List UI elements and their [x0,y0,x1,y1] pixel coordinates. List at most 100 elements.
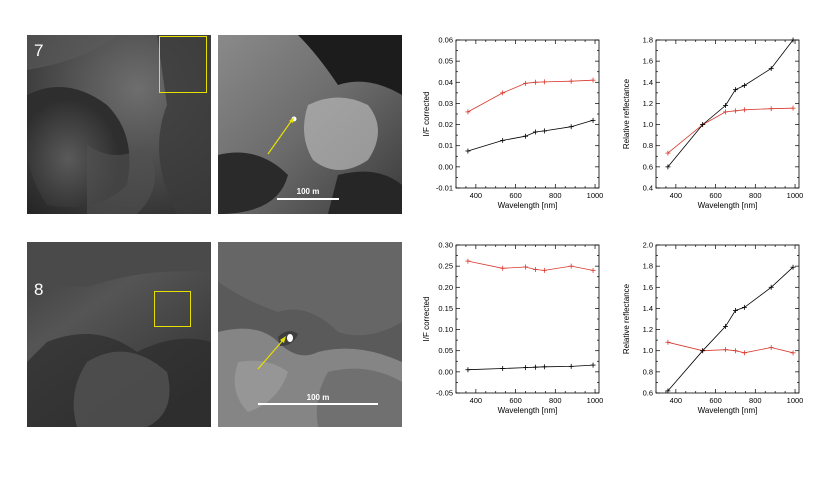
data-point [741,107,747,113]
data-point [732,108,738,114]
y-tick-label: 0.25 [438,262,453,271]
data-point [500,90,506,96]
scale-bar-label-7: 100 m [296,187,320,196]
y-tick-label: 0.02 [438,120,453,129]
data-point [532,267,538,273]
data-point [723,103,729,109]
x-axis-label: Wavelength [nm] [498,201,558,210]
x-tick-label: 400 [670,396,683,405]
data-point [465,258,471,264]
series-line-2 [667,39,794,168]
data-point [590,77,596,83]
y-tick-label: 1.6 [643,283,653,292]
data-point [700,348,706,354]
data-point [523,133,529,139]
data-point [723,109,729,115]
y-axis-label: Relative reflectance [622,78,631,149]
data-point [568,363,574,369]
data-point [741,82,747,88]
data-point [465,148,471,154]
plot-frame [655,39,800,189]
data-point [741,350,747,356]
series-line-1 [667,107,794,154]
data-point [541,128,547,134]
x-tick-label: 400 [470,396,483,405]
x-tick-label: 1000 [787,191,804,200]
data-point [500,137,506,143]
data-point [665,164,671,170]
context-image-8 [27,242,211,427]
x-tick-label: 600 [509,191,522,200]
x-axis-label: Wavelength [nm] [498,406,558,415]
data-point [568,263,574,269]
x-tick-label: 1000 [587,191,604,200]
data-point [768,284,774,290]
data-point [665,150,671,156]
arrow-7 [267,117,294,155]
y-tick-label: 0.04 [438,78,453,87]
y-tick-label: 0.30 [438,241,453,250]
plot-frame [455,39,600,189]
y-tick-label: 1.8 [643,36,653,45]
highlight-box-7 [159,36,207,93]
x-axis-label: Wavelength [nm] [698,406,758,415]
data-point [523,365,529,371]
y-tick-label: 0.06 [438,36,453,45]
x-tick-label: 800 [749,191,762,200]
y-tick-label: 1.2 [643,99,653,108]
data-point [532,364,538,370]
y-tick-label: 0.00 [438,367,453,376]
y-axis-label: I/F corrected [422,92,431,137]
data-point [532,129,538,135]
x-tick-label: 400 [670,191,683,200]
x-tick-label: 600 [709,396,722,405]
y-tick-label: -0.01 [436,184,453,193]
data-point [768,66,774,72]
y-tick-label: 0.05 [438,346,453,355]
x-tick-label: 400 [470,191,483,200]
data-point [790,37,796,43]
x-tick-label: 800 [549,191,562,200]
y-tick-label: 1.4 [643,304,653,313]
data-point [732,87,738,93]
series-line-2 [467,119,594,152]
x-tick-label: 800 [549,396,562,405]
data-point [768,106,774,112]
data-point [523,80,529,86]
y-tick-label: 0.6 [643,389,653,398]
series-line-2 [667,266,794,392]
x-tick-label: 1000 [587,396,604,405]
data-point [723,347,729,353]
data-point [541,364,547,370]
series-line-1 [467,79,594,113]
data-point [790,105,796,111]
chart-relative-reflectance-7: 400 600 800 1000 0.4 0.6 0.8 1.0 1.2 1.4 1.6 1.8 Wav… [620,30,810,220]
y-tick-label: 1.2 [643,325,653,334]
scale-bar-label-8: 100 m [306,393,330,402]
data-point [665,388,671,394]
chart-relative-reflectance-8: 400 600 800 1000 0.6 0.8 1.0 1.2 1.4 1.6 1.8 2.0 Wav… [620,235,810,425]
y-tick-label: 1.6 [643,57,653,66]
data-point [700,122,706,128]
y-tick-label: 0.10 [438,325,453,334]
panel-label-7: 7 [34,41,44,60]
y-tick-label: 0.20 [438,283,453,292]
data-point [523,264,529,270]
data-point [741,304,747,310]
panel-label-8: 8 [34,280,44,299]
data-point [500,265,506,271]
y-tick-label: 0.8 [643,367,653,376]
x-tick-label: 600 [709,191,722,200]
y-tick-label: 0.00 [438,162,453,171]
y-tick-label: 0.8 [643,141,653,150]
data-point [732,348,738,354]
highlight-box-8 [154,291,191,327]
series-line-1 [467,260,594,271]
context-image-7 [27,35,211,214]
data-point [590,117,596,123]
data-point [790,264,796,270]
y-tick-label: 0.4 [643,184,653,193]
y-tick-label: 1.0 [643,346,653,355]
data-point [665,339,671,345]
y-axis-label: I/F corrected [422,297,431,342]
